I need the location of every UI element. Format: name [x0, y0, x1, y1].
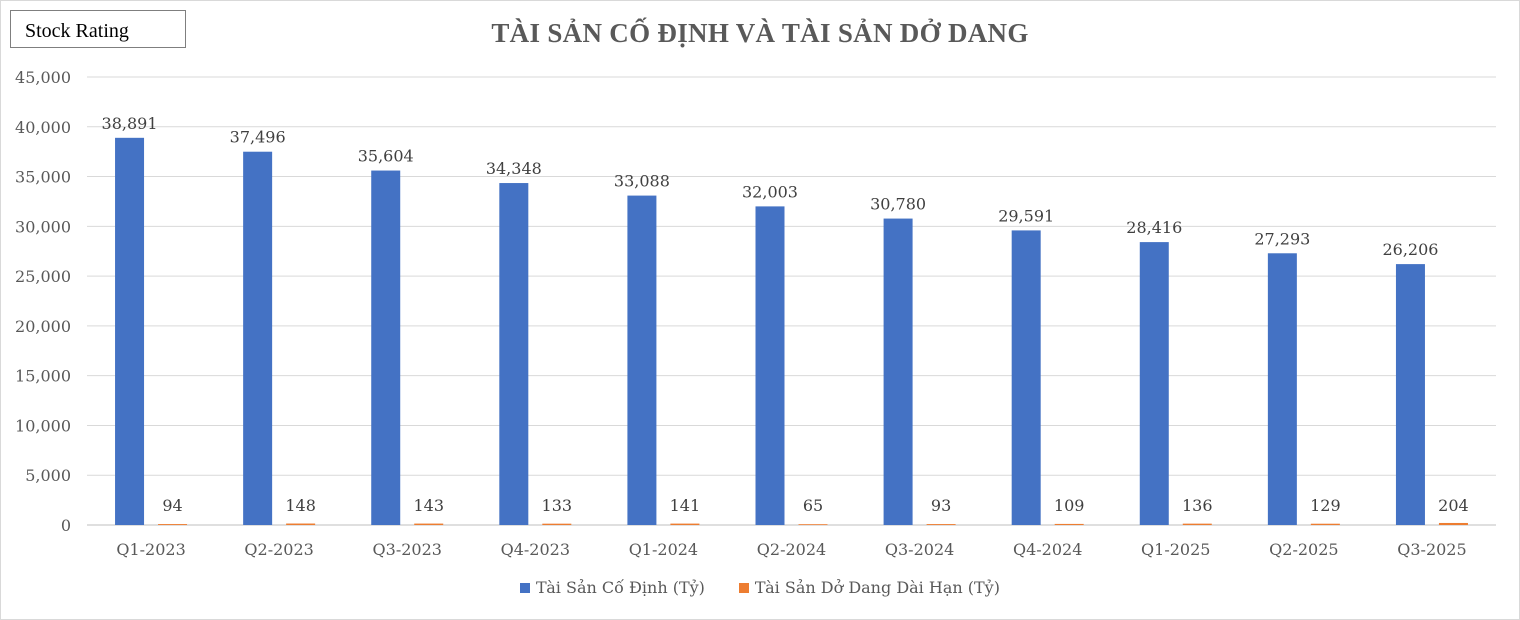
stock-rating-label: Stock Rating [25, 20, 129, 42]
bar-construction-in-progress[interactable] [926, 524, 956, 525]
y-tick-label: 20,000 [15, 317, 71, 336]
bar-fixed-assets[interactable] [371, 170, 401, 525]
bar-construction-in-progress[interactable] [1310, 523, 1340, 525]
data-label-fixed-assets: 32,003 [742, 182, 798, 201]
x-tick-label: Q3-2023 [373, 540, 442, 559]
y-tick-label: 10,000 [15, 416, 71, 435]
bar-fixed-assets[interactable] [243, 151, 273, 525]
data-label-fixed-assets: 29,591 [998, 206, 1054, 225]
legend: Tài Sản Cố Định (Tỷ) Tài Sản Dở Dang Dài… [0, 578, 1520, 597]
bar-fixed-assets[interactable] [627, 195, 657, 525]
data-label-fixed-assets: 30,780 [870, 195, 926, 214]
data-label-construction-in-progress: 109 [1054, 496, 1085, 515]
bar-construction-in-progress[interactable] [286, 523, 316, 525]
bars [115, 137, 1468, 526]
legend-label-fixed-assets: Tài Sản Cố Định (Tỷ) [536, 578, 705, 597]
gridlines [87, 76, 1496, 526]
x-tick-label: Q2-2023 [244, 540, 313, 559]
data-label-construction-in-progress: 141 [670, 496, 701, 515]
data-label-construction-in-progress: 143 [413, 496, 444, 515]
x-tick-label: Q4-2023 [501, 540, 570, 559]
legend-swatch-fixed-assets [520, 582, 531, 593]
x-tick-label: Q2-2025 [1269, 540, 1338, 559]
y-axis: 0 5,000 10,000 15,000 20,000 25,000 30,000 35,0… [15, 68, 71, 535]
bar-construction-in-progress[interactable] [798, 524, 828, 525]
data-label-fixed-assets: 27,293 [1254, 229, 1310, 248]
bar-construction-in-progress[interactable] [542, 523, 572, 525]
y-tick-label: 15,000 [15, 367, 71, 386]
x-tick-label: Q2-2024 [757, 540, 826, 559]
data-label-construction-in-progress: 129 [1310, 496, 1341, 515]
data-label-construction-in-progress: 136 [1182, 496, 1213, 515]
y-tick-label: 5,000 [25, 466, 71, 485]
bar-fixed-assets[interactable] [883, 218, 913, 525]
data-label-fixed-assets: 28,416 [1126, 218, 1182, 237]
bar-construction-in-progress[interactable] [670, 523, 700, 525]
data-label-fixed-assets: 26,206 [1382, 240, 1438, 259]
bar-construction-in-progress[interactable] [158, 524, 188, 525]
data-label-fixed-assets: 37,496 [230, 128, 286, 147]
x-tick-label: Q1-2023 [116, 540, 185, 559]
y-tick-label: 35,000 [15, 168, 71, 187]
legend-item-construction-in-progress[interactable]: Tài Sản Dở Dang Dài Hạn (Tỷ) [738, 578, 1000, 597]
x-tick-label: Q3-2024 [885, 540, 954, 559]
data-label-construction-in-progress: 65 [803, 496, 823, 515]
y-tick-label: 25,000 [15, 267, 71, 286]
bar-fixed-assets[interactable] [1011, 230, 1041, 525]
y-tick-label: 45,000 [15, 68, 71, 87]
x-tick-label: Q3-2025 [1397, 540, 1466, 559]
legend-item-fixed-assets[interactable]: Tài Sản Cố Định (Tỷ) [520, 578, 705, 597]
bar-construction-in-progress[interactable] [1182, 523, 1212, 525]
data-label-construction-in-progress: 148 [285, 496, 316, 515]
x-axis: Q1-2023 Q2-2023 Q3-2023 Q4-2023 Q1-2024 Q2-20… [116, 540, 1466, 559]
data-labels: 38,891 94 37,496 148 35,604 143 34,348 133 33,08… [102, 114, 1469, 515]
stock-rating-badge: Stock Rating [10, 10, 186, 48]
x-tick-label: Q1-2024 [629, 540, 698, 559]
data-label-construction-in-progress: 93 [931, 496, 951, 515]
data-label-construction-in-progress: 94 [162, 496, 182, 515]
bar-fixed-assets[interactable] [1395, 264, 1425, 525]
bar-construction-in-progress[interactable] [414, 523, 444, 525]
bar-fixed-assets[interactable] [1267, 253, 1297, 525]
y-tick-label: 0 [61, 516, 71, 535]
x-tick-label: Q4-2024 [1013, 540, 1082, 559]
chart-title: TÀI SẢN CỐ ĐỊNH VÀ TÀI SẢN DỞ DANG [491, 18, 1029, 48]
bar-fixed-assets[interactable] [755, 206, 785, 526]
x-tick-label: Q1-2025 [1141, 540, 1210, 559]
bar-fixed-assets[interactable] [115, 137, 145, 525]
bar-construction-in-progress[interactable] [1438, 522, 1468, 525]
data-label-fixed-assets: 33,088 [614, 172, 670, 191]
data-label-construction-in-progress: 133 [542, 496, 573, 515]
data-label-fixed-assets: 34,348 [486, 159, 542, 178]
y-tick-label: 30,000 [15, 217, 71, 236]
bar-fixed-assets[interactable] [1139, 242, 1169, 525]
y-tick-label: 40,000 [15, 118, 71, 137]
bar-construction-in-progress[interactable] [1054, 523, 1084, 525]
data-label-fixed-assets: 35,604 [358, 147, 414, 166]
data-label-fixed-assets: 38,891 [102, 114, 158, 133]
bar-fixed-assets[interactable] [499, 183, 529, 526]
legend-label-construction-in-progress: Tài Sản Dở Dang Dài Hạn (Tỷ) [754, 578, 1000, 597]
data-label-construction-in-progress: 204 [1438, 496, 1469, 515]
legend-swatch-construction-in-progress [738, 582, 749, 593]
